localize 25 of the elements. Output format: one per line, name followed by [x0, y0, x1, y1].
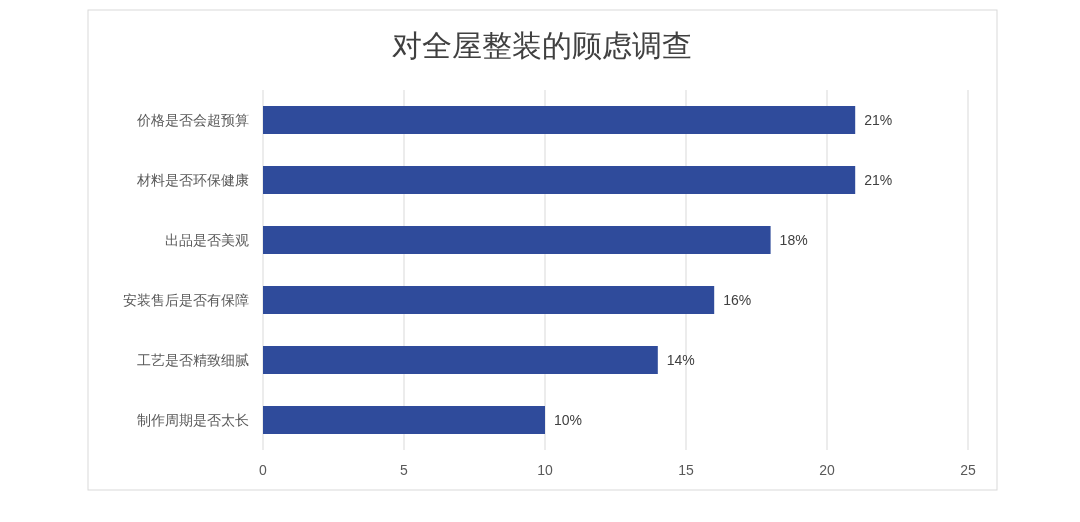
data-label: 16%	[723, 292, 752, 308]
y-tick-label: 材料是否环保健康	[136, 172, 249, 188]
data-label: 14%	[666, 352, 695, 368]
data-label: 21%	[864, 112, 893, 128]
data-label: 21%	[864, 172, 893, 188]
x-tick-label: 10	[537, 462, 553, 478]
x-tick-label: 0	[259, 462, 268, 478]
bar	[263, 106, 856, 134]
y-tick-label: 安装售后是否有保障	[123, 292, 249, 308]
bar	[263, 226, 771, 254]
bar	[263, 286, 715, 314]
data-label: 18%	[779, 232, 808, 248]
y-tick-label: 制作周期是否太长	[137, 412, 249, 428]
x-tick-label: 15	[678, 462, 694, 478]
x-tick-label: 5	[400, 462, 409, 478]
y-tick-label: 工艺是否精致细腻	[137, 352, 249, 368]
data-label: 10%	[554, 412, 583, 428]
x-tick-label: 25	[960, 462, 976, 478]
bar	[263, 406, 545, 434]
y-tick-label: 出品是否美观	[165, 232, 249, 248]
bar	[263, 166, 856, 194]
x-tick-label: 20	[819, 462, 835, 478]
bar	[263, 346, 658, 374]
y-tick-label: 价格是否会超预算	[136, 112, 249, 128]
chart-title: 对全屋整装的顾虑调查	[392, 29, 692, 62]
